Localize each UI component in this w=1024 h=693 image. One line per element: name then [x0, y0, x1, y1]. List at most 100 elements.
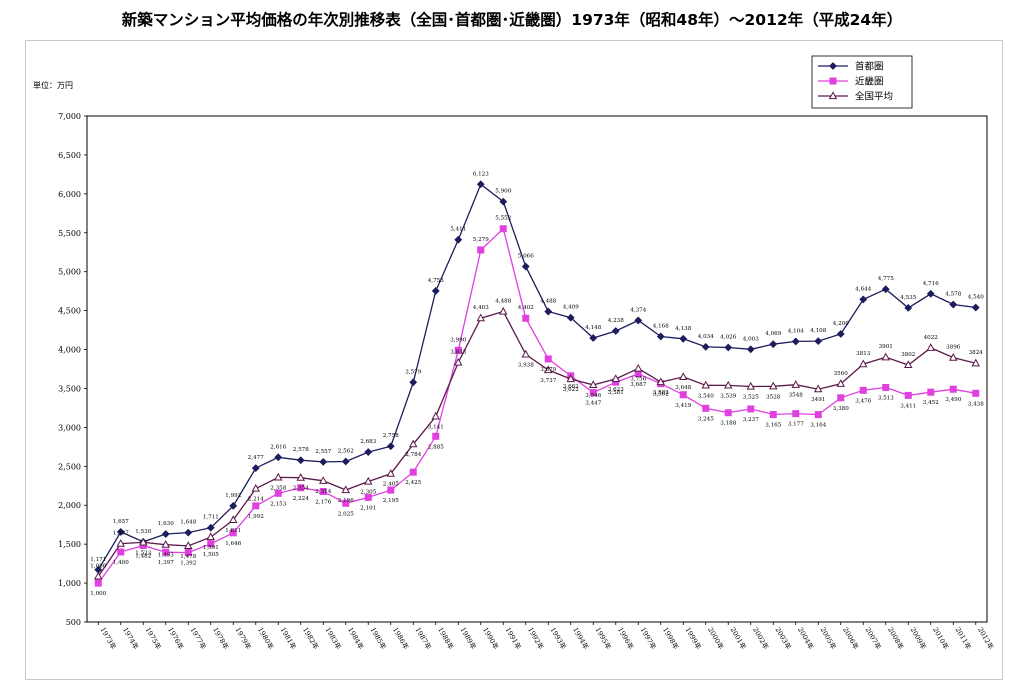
- x-axis: 1973年 1974年 1975年 1976年 1977年 1978年 1979年 1980年…: [97, 622, 996, 652]
- point-marker: [544, 355, 552, 363]
- plot-area: [86, 115, 988, 623]
- point-marker: [161, 540, 170, 548]
- series-shutoken: [94, 180, 980, 574]
- point-marker: [701, 380, 710, 389]
- data-label: 3,165: [765, 423, 781, 429]
- data-label: 4,540: [968, 295, 984, 301]
- data-label: 3,141: [428, 424, 444, 430]
- data-label: 4,775: [878, 276, 894, 282]
- x-tick-label: 2010年: [931, 626, 951, 652]
- x-tick-label: 1996年: [616, 626, 636, 652]
- data-label: 3,419: [675, 403, 691, 409]
- point-marker: [229, 501, 238, 510]
- data-label: 1,171: [90, 557, 106, 563]
- data-label: 2,153: [270, 501, 286, 507]
- data-label: 3,687: [630, 382, 646, 388]
- x-tick-label: 1977年: [189, 626, 209, 652]
- point-marker: [94, 579, 102, 587]
- data-label: 6,123: [473, 171, 489, 177]
- point-marker: [454, 235, 463, 244]
- data-label: 5,411: [450, 227, 466, 233]
- data-label: 4,716: [923, 281, 939, 287]
- point-marker: [432, 432, 440, 440]
- data-label: 3,662: [563, 384, 579, 390]
- point-marker: [859, 295, 868, 304]
- point-marker: [926, 343, 935, 351]
- point-marker: [342, 499, 350, 507]
- data-label: 3,879: [540, 367, 556, 373]
- data-label: 1,482: [135, 554, 151, 560]
- point-marker: [117, 548, 125, 556]
- data-label: 3824: [969, 350, 984, 356]
- data-label: 1,000: [90, 591, 106, 597]
- data-label: 3,990: [450, 337, 466, 343]
- point-marker: [837, 394, 845, 402]
- x-tick-label: 1981年: [279, 626, 299, 652]
- data-label: 2,224: [293, 496, 309, 502]
- point-marker: [341, 485, 350, 494]
- point-marker: [904, 360, 913, 369]
- point-marker: [926, 289, 935, 298]
- data-label: 4,535: [900, 295, 916, 301]
- point-marker: [949, 300, 958, 309]
- data-label: 1,493: [158, 553, 174, 559]
- y-tick-label: 4,500: [58, 307, 81, 316]
- point-marker: [94, 571, 103, 580]
- series-line: [97, 183, 976, 571]
- point-marker: [746, 345, 755, 354]
- data-label: 1,478: [180, 554, 196, 560]
- x-tick-label: 1998年: [661, 626, 681, 652]
- y-tick-label: 3,000: [58, 423, 81, 432]
- data-label: 3,648: [675, 385, 691, 391]
- point-marker: [791, 380, 800, 388]
- data-label: 4,238: [608, 318, 624, 324]
- x-tick-label: 2002年: [751, 626, 771, 652]
- data-label: 3,525: [743, 395, 759, 401]
- point-marker: [341, 457, 350, 466]
- data-label: 4,026: [720, 335, 736, 341]
- point-marker: [859, 386, 867, 394]
- point-marker: [499, 197, 508, 206]
- point-marker: [656, 332, 665, 341]
- point-marker: [477, 246, 485, 254]
- point-marker: [499, 225, 507, 233]
- data-label: 2,557: [315, 449, 331, 455]
- point-marker: [881, 285, 890, 294]
- point-marker: [836, 330, 845, 338]
- x-tick-label: 1987年: [414, 626, 434, 652]
- data-label: 3560: [834, 371, 849, 377]
- x-tick-label: 1991年: [504, 626, 524, 652]
- data-label: 3,623: [608, 387, 624, 393]
- data-label: 4,753: [428, 278, 444, 284]
- y-tick-label: 5,500: [58, 229, 81, 238]
- data-label: 3802: [901, 352, 916, 358]
- legend-label: 首都圏: [855, 61, 884, 73]
- data-label: 5,279: [473, 237, 489, 243]
- point-marker: [521, 349, 530, 358]
- data-label: 2,196: [338, 498, 354, 504]
- x-tick-label: 1976年: [166, 626, 186, 652]
- point-marker: [409, 378, 418, 387]
- x-tick-label: 1985年: [369, 626, 389, 652]
- data-label: 1,811: [225, 528, 241, 534]
- unit-label: 単位：万円: [33, 80, 73, 90]
- y-axis: 500 1,000 1,500 2,000 2,500 3,000 3,500 4,000 4,…: [58, 112, 87, 627]
- point-marker: [724, 380, 733, 389]
- data-label: 2,214: [248, 497, 264, 503]
- point-marker: [746, 381, 755, 390]
- point-marker: [454, 357, 463, 366]
- series-layer: [94, 180, 980, 587]
- data-label: 2,578: [293, 447, 309, 453]
- data-label: 3,237: [743, 417, 759, 423]
- x-tick-label: 2012年: [976, 626, 996, 652]
- x-tick-label: 1994年: [571, 626, 591, 652]
- point-marker: [814, 337, 823, 346]
- data-label: 2,101: [360, 505, 376, 511]
- data-label: 5,066: [518, 254, 534, 260]
- data-label: 3,737: [540, 378, 556, 384]
- data-label: 4,644: [855, 286, 871, 292]
- data-label: 3,579: [405, 369, 421, 375]
- point-marker: [769, 381, 778, 390]
- x-tick-label: 2004年: [796, 626, 816, 652]
